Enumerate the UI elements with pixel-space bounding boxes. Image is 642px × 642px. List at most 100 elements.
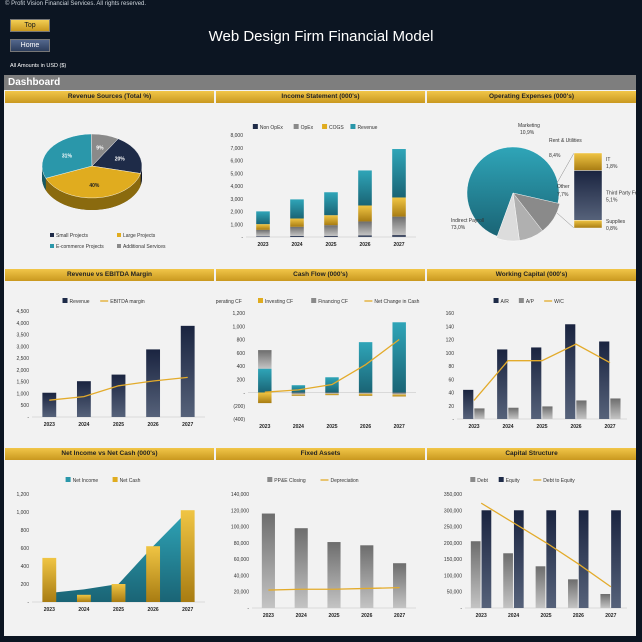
panel-title: Revenue vs EBITDA Margin	[5, 269, 214, 281]
y-tick-label: 80	[448, 364, 454, 370]
pie-value-label: 73,0%	[451, 225, 466, 231]
bar	[76, 594, 91, 602]
bar	[470, 541, 481, 608]
legend-swatch	[518, 298, 524, 303]
legend-swatch	[267, 477, 273, 482]
bar-segment	[258, 350, 272, 369]
income-statement-chart: Non OpEx OpEx COGS Revenue 8,000 7,000 6,000 5,…	[230, 124, 416, 248]
pie-slice	[41, 133, 93, 179]
bar-segment	[291, 394, 306, 396]
y-tick-label: 800	[237, 338, 246, 344]
bar	[360, 545, 374, 608]
panel-title: Revenue Sources (Total %)	[5, 91, 214, 103]
home-button[interactable]: Home	[10, 39, 50, 52]
legend-swatch	[50, 244, 54, 248]
panel-title: Fixed Assets	[216, 448, 425, 460]
bar-segment	[324, 192, 338, 216]
y-tick-label: 600	[237, 351, 246, 357]
bar-segment	[358, 170, 372, 206]
y-tick-label: 60	[448, 377, 454, 383]
bar-segment	[392, 392, 406, 395]
legend-label: Additional Services	[123, 244, 166, 250]
x-tick-label: 2025	[326, 424, 337, 430]
revenue-sources-chart: 20% 40% 31% 9% Small Projects Large Projects E…	[41, 133, 166, 250]
x-tick-label: 2023	[44, 422, 55, 428]
bar-segment	[392, 197, 406, 217]
y-tick-label: 3,000	[16, 344, 29, 350]
pie-slice-side	[45, 173, 141, 210]
panel-revenue-sources: Revenue Sources (Total %) 20% 40% 31% 9% Sma…	[5, 91, 214, 265]
legend-swatch	[493, 298, 499, 303]
bar	[508, 407, 519, 419]
y-tick-label: 400	[237, 364, 246, 370]
y-tick-label: -	[452, 417, 454, 423]
bar	[578, 510, 589, 608]
bar-segment	[392, 235, 406, 237]
bar-segment	[324, 235, 338, 237]
y-tick-label: 80,000	[234, 541, 250, 547]
y-tick-label: 500	[21, 403, 30, 409]
x-tick-label: 2027	[393, 242, 404, 248]
y-tick-label: 20,000	[234, 590, 250, 596]
x-tick-label: 2025	[328, 613, 339, 619]
legend-label: Net Income	[73, 478, 99, 484]
bar-segment	[290, 226, 304, 236]
y-tick-label: 20	[448, 404, 454, 410]
pie-value-label: 10,9%	[520, 130, 535, 136]
legend-label: OpEx	[301, 125, 314, 131]
y-tick-label: 600	[21, 546, 30, 552]
working-capital-chart: A/R A/P W/C 160 140 120 100 80 60 40 20 - 2023 2024 20…	[446, 298, 627, 430]
y-tick-label: 1,000	[16, 391, 29, 397]
bar	[600, 593, 611, 608]
x-tick-label: 2026	[148, 422, 159, 428]
y-tick-label: 2,500	[16, 356, 29, 362]
bar	[481, 510, 492, 608]
bar	[294, 528, 308, 608]
legend-swatch	[62, 298, 68, 303]
pie-slice-label: 40%	[89, 183, 100, 189]
bar	[76, 381, 91, 417]
cash-flow-chart: Operating CF Investing CF Financing CF Net …	[216, 298, 420, 430]
y-tick-label: 40	[448, 391, 454, 397]
y-tick-label: 3,000	[230, 197, 243, 203]
y-tick-label: 60,000	[234, 557, 250, 563]
bar-segment	[291, 385, 306, 393]
legend-label: Net Change in Cash	[374, 299, 419, 305]
y-tick-label: 100	[446, 351, 455, 357]
bar	[599, 341, 610, 419]
y-tick-label: 5,000	[230, 171, 243, 177]
x-tick-label: 2023	[468, 424, 479, 430]
y-tick-label: 1,200	[16, 492, 29, 498]
top-button[interactable]: Top	[10, 19, 50, 32]
legend-label: Small Projects	[56, 233, 88, 239]
legend-label: A/P	[526, 299, 535, 305]
x-tick-label: 2023	[263, 613, 274, 619]
bar	[568, 579, 578, 608]
bar-of-pie-segment	[573, 152, 603, 171]
bar	[531, 347, 542, 419]
y-tick-label: -	[27, 600, 29, 606]
bar-segment	[256, 229, 270, 237]
legend-label: Non OpEx	[260, 125, 284, 131]
x-tick-label: 2023	[44, 607, 55, 613]
x-tick-label: 2023	[476, 613, 487, 619]
y-tick-label: 40,000	[234, 573, 250, 579]
bar-segment	[290, 199, 304, 219]
pie-slice-side	[140, 166, 143, 186]
bar-segment	[392, 149, 406, 198]
net-change-line	[264, 338, 400, 393]
y-tick-label: 200,000	[444, 541, 462, 547]
bar-of-pie-segment	[573, 170, 603, 221]
x-tick-label: 2024	[78, 607, 89, 613]
y-tick-label: (400)	[233, 417, 245, 423]
debt-to-equity-line	[480, 502, 612, 588]
pie-label: Other	[557, 184, 570, 190]
y-tick-label: -	[243, 391, 245, 397]
bar	[497, 349, 508, 419]
y-tick-label: -	[460, 606, 462, 612]
y-tick-label: 100,000	[444, 573, 462, 579]
bar-of-pie-segment	[573, 220, 603, 229]
y-tick-label: 4,000	[16, 321, 29, 327]
bar	[42, 557, 57, 602]
panel-title: Capital Structure	[427, 448, 636, 460]
